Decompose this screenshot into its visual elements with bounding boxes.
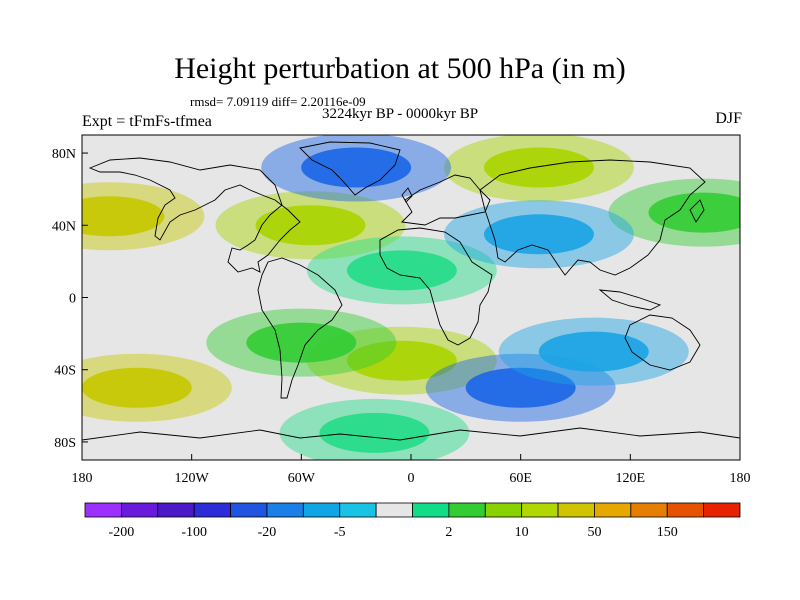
- colorbar-swatch: [557, 502, 595, 518]
- greenland-coastline: [299, 141, 401, 196]
- lat-tick-label: 80S: [54, 436, 76, 451]
- period-subtitle: 3224kyr BP - 0000kyr BP: [322, 106, 479, 122]
- lat-tick-label: 40N: [52, 219, 76, 234]
- anomaly-core-south-indian: [538, 331, 649, 372]
- colorbar-swatch: [521, 502, 559, 518]
- antarctica-coastline: [82, 427, 740, 441]
- colorbar-label: -200: [109, 525, 135, 540]
- lon-tick-label: 0: [408, 471, 415, 486]
- anomaly-core-north-pacific-east: [82, 196, 165, 237]
- south-america-coastline: [257, 257, 343, 399]
- colorbar-swatch: [594, 502, 632, 518]
- experiment-label: Expt = tFmFs-tfmea: [82, 113, 212, 130]
- colorbar-swatch: [484, 502, 523, 518]
- anomaly-core-eurasia-arctic: [483, 147, 594, 188]
- colorbar-label: 2: [445, 525, 452, 540]
- colorbar-swatch: [630, 502, 668, 518]
- colorbar-swatch: [339, 502, 377, 518]
- colorbar: -200 -100 -20 -5 2 10 50 150: [84, 502, 741, 540]
- map-axes: 80N 40N 0 40S 80S 180 120W 60W 0 60E 120E 180: [52, 147, 751, 486]
- australia-coastline: [624, 314, 701, 371]
- anomaly-core-north-pacific-west: [648, 192, 740, 233]
- anomaly-core-antarctic-coast: [319, 412, 430, 453]
- anomaly-core-south-atlantic: [346, 340, 457, 381]
- lon-tick-label: 180: [72, 471, 93, 486]
- lat-tick-label: 80N: [52, 147, 76, 162]
- north-america-coastline: [88, 157, 301, 273]
- anomaly-core-south-america: [246, 322, 357, 363]
- colorbar-swatch: [703, 502, 741, 518]
- coastline-layer: [82, 141, 740, 441]
- lon-tick-label: 60E: [509, 471, 532, 486]
- indonesia-coastline: [598, 289, 662, 311]
- anomaly-core-arctic-america: [301, 147, 412, 188]
- colorbar-swatch: [230, 502, 268, 518]
- plot-title: Height perturbation at 500 hPa (in m): [174, 52, 626, 85]
- colorbar-label: -5: [334, 525, 346, 540]
- anomaly-core-north-atlantic: [255, 205, 366, 246]
- map-plot-area: [82, 135, 740, 460]
- colorbar-swatch: [448, 502, 486, 518]
- uk-coastline: [401, 187, 413, 203]
- colorbar-swatch: [157, 502, 195, 518]
- lon-tick-label: 60W: [288, 471, 316, 486]
- lon-tick-label: 120W: [175, 471, 210, 486]
- rmsd-diff-stats: rmsd= 7.09119 diff= 2.20116e-09: [190, 94, 366, 109]
- colorbar-swatch: [193, 502, 231, 518]
- africa-coastline: [379, 227, 493, 346]
- colorbar-swatch: [120, 502, 159, 518]
- anomaly-core-central-asia: [483, 214, 594, 255]
- season-label: DJF: [715, 110, 742, 127]
- lon-tick-label: 120E: [616, 471, 646, 486]
- asia-coastline: [479, 159, 706, 276]
- lat-tick-label: 0: [69, 292, 76, 307]
- japan-coastline: [689, 199, 705, 223]
- colorbar-swatch: [84, 502, 122, 518]
- anomaly-core-south-pacific-east: [82, 367, 192, 408]
- colorbar-swatch: [375, 502, 413, 518]
- map-background: [82, 135, 740, 460]
- colorbar-label: -20: [258, 525, 277, 540]
- colorbar-swatch: [666, 502, 705, 518]
- anomaly-core-africa: [346, 250, 457, 291]
- colorbar-swatch: [266, 502, 304, 518]
- colorbar-label: 150: [657, 525, 678, 540]
- anomaly-core-southern-ocean-indian: [465, 367, 576, 408]
- colorbar-label: 50: [587, 525, 601, 540]
- colorbar-label: 10: [515, 525, 529, 540]
- colorbar-swatch: [412, 502, 450, 518]
- colorbar-swatch: [302, 502, 341, 518]
- colorbar-label: -100: [181, 525, 207, 540]
- lat-tick-label: 40S: [54, 364, 76, 379]
- lon-tick-label: 180: [730, 471, 751, 486]
